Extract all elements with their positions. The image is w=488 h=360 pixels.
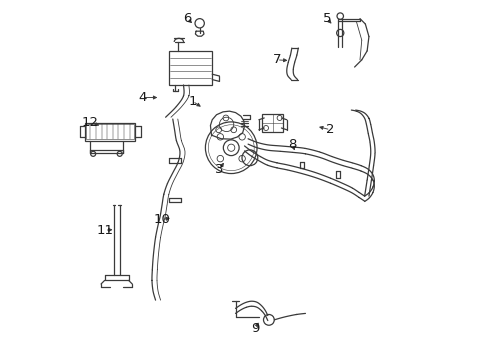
Text: 6: 6: [183, 12, 191, 25]
Bar: [86, 124, 134, 139]
Text: 2: 2: [325, 123, 334, 136]
Text: 3: 3: [215, 163, 223, 176]
Text: 5: 5: [322, 12, 330, 25]
Text: 4: 4: [138, 91, 146, 104]
Text: 12: 12: [81, 116, 99, 129]
Bar: [169, 51, 212, 85]
Bar: [85, 123, 135, 140]
Text: 10: 10: [153, 213, 170, 226]
Text: 11: 11: [96, 224, 113, 237]
Bar: [262, 114, 283, 132]
Text: 1: 1: [188, 95, 196, 108]
Text: 8: 8: [287, 138, 296, 150]
Text: 7: 7: [272, 53, 281, 66]
Text: 9: 9: [250, 322, 259, 335]
